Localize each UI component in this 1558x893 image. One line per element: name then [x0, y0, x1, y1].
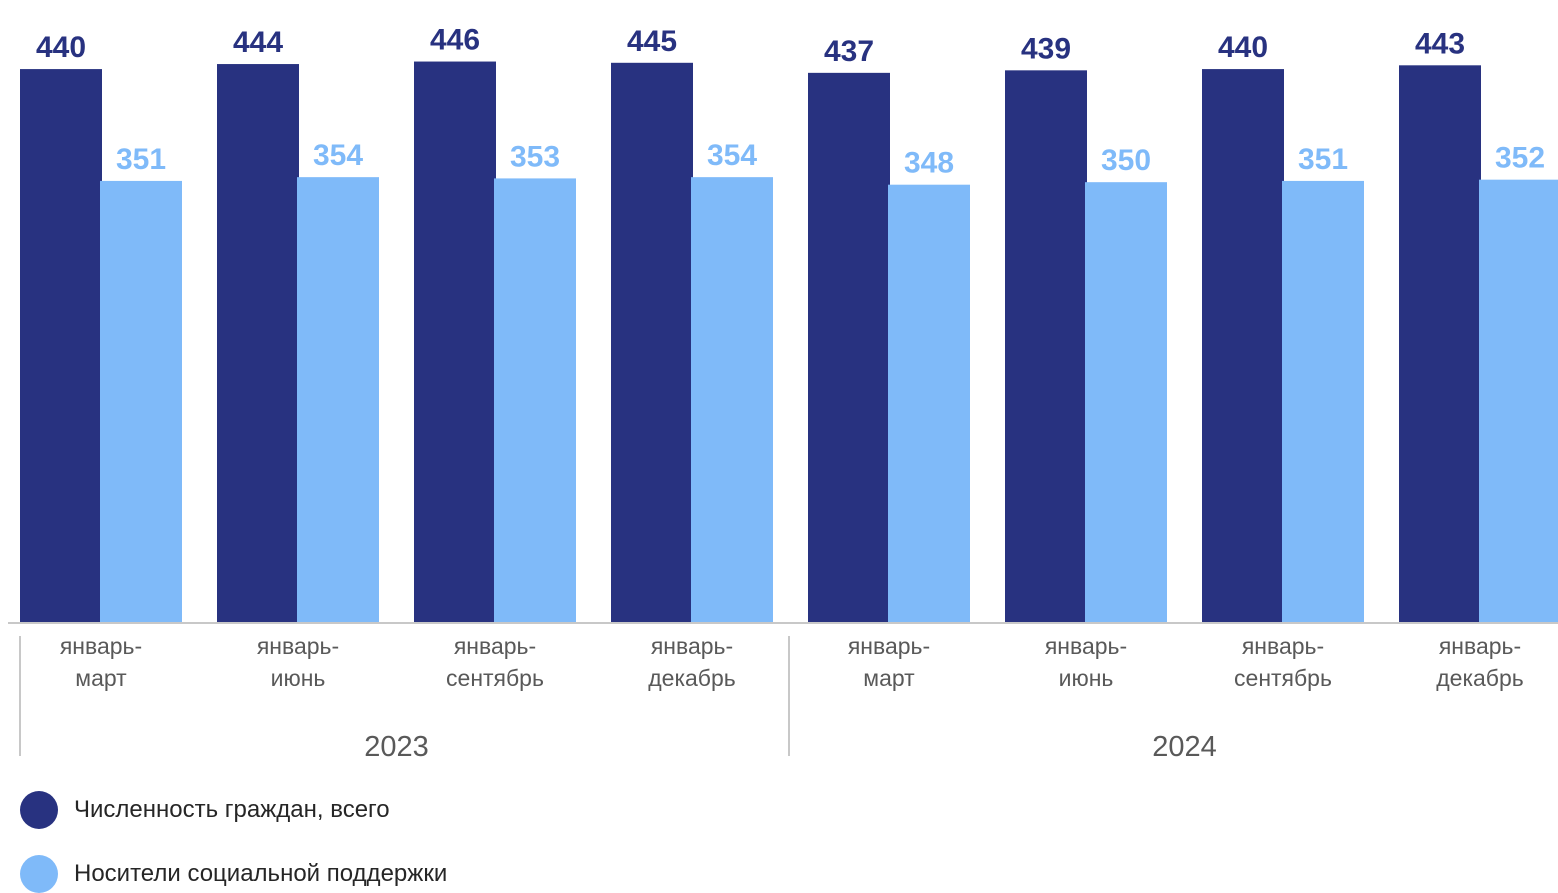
data-label-support-3: 354	[707, 139, 757, 172]
data-label-total-4: 437	[824, 35, 874, 68]
bar-support-7	[1479, 179, 1558, 623]
legend-item-social-support: Носители социальной поддержки	[20, 855, 447, 893]
data-label-support-4: 348	[904, 147, 954, 180]
bar-chart: 440 351 январь-март 444 354 январь-июнь 446 353…	[8, 24, 1558, 763]
x-tick-label-1: январь-июнь	[257, 633, 339, 691]
data-label-total-2: 446	[430, 24, 480, 57]
group-label-2024: 2024	[1152, 731, 1217, 763]
legend-label-total: Численность граждан, всего	[74, 796, 390, 823]
bar-total-6	[1202, 69, 1284, 622]
data-label-support-6: 351	[1298, 143, 1348, 176]
x-tick-label-3: январь-декабрь	[648, 633, 736, 691]
data-label-support-7: 352	[1495, 142, 1545, 175]
x-tick-label-7: январь-декабрь	[1436, 633, 1524, 691]
data-label-total-5: 439	[1021, 32, 1071, 65]
bar-support-6	[1282, 180, 1364, 622]
group-label-2023: 2023	[364, 731, 429, 763]
bar-total-2	[414, 61, 496, 623]
data-label-total-6: 440	[1218, 31, 1268, 64]
data-label-support-2: 353	[510, 140, 560, 173]
bar-total-5	[1005, 70, 1087, 622]
x-tick-label-4: январь-март	[848, 633, 930, 691]
data-label-total-1: 444	[233, 26, 283, 59]
data-label-total-0: 440	[36, 31, 86, 64]
bar-support-1	[297, 177, 379, 622]
bar-support-4	[888, 184, 970, 623]
bar-support-0	[100, 180, 182, 622]
bar-support-3	[691, 177, 773, 622]
data-label-total-7: 443	[1415, 27, 1465, 60]
legend-swatch-total-icon	[20, 791, 58, 829]
x-tick-label-2: январь-сентябрь	[446, 633, 544, 691]
bar-total-4	[808, 72, 890, 623]
data-label-total-3: 445	[627, 25, 677, 58]
legend-swatch-support-icon	[20, 855, 58, 893]
x-tick-label-6: январь-сентябрь	[1234, 633, 1332, 691]
x-tick-label-0: январь-март	[60, 633, 142, 691]
bar-total-0	[20, 69, 102, 622]
legend-item-total-citizens: Численность граждан, всего	[20, 791, 390, 829]
x-tick-label-5: январь-июнь	[1045, 633, 1127, 691]
bar-support-2	[494, 178, 576, 622]
data-label-support-0: 351	[116, 143, 166, 176]
data-label-support-5: 350	[1101, 144, 1151, 177]
bar-support-5	[1085, 182, 1167, 622]
bar-total-3	[611, 62, 693, 623]
data-label-support-1: 354	[313, 139, 363, 172]
legend-label-support: Носители социальной поддержки	[74, 860, 448, 887]
bar-total-7	[1399, 65, 1481, 622]
bar-total-1	[217, 64, 299, 622]
